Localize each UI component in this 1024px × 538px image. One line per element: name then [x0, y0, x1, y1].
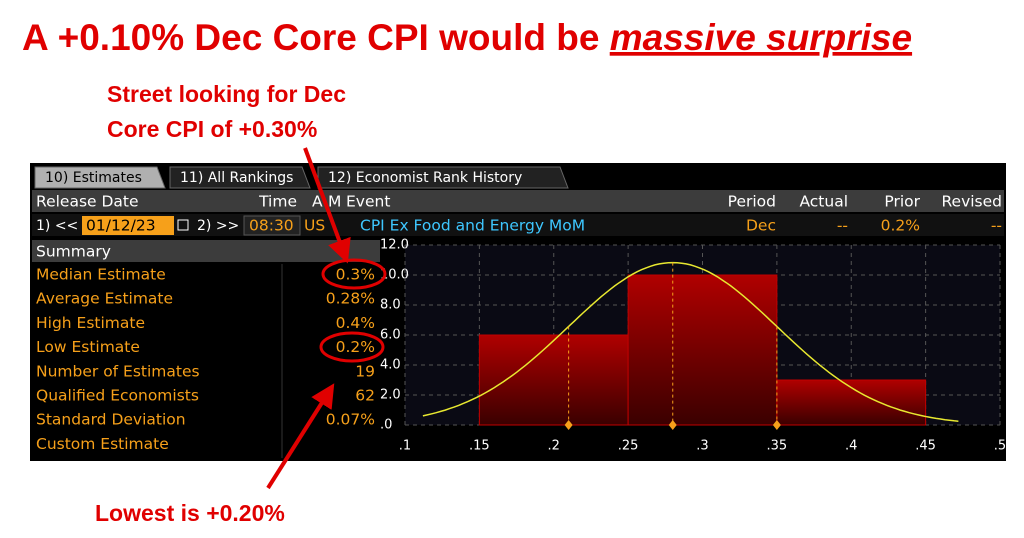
sigma-marker: [564, 420, 573, 430]
x-tick-label: .2: [548, 439, 560, 454]
actual: --: [837, 217, 848, 235]
summary-label: Standard Deviation: [36, 411, 186, 429]
headline-emphasis: massive surprise: [610, 17, 912, 58]
event: CPI Ex Food and Energy MoM: [360, 217, 585, 235]
annotation: Core CPI of +0.30%: [107, 116, 317, 142]
column-header: Release Date: [36, 193, 139, 211]
x-tick-label: .45: [915, 439, 936, 454]
arrow: [266, 383, 335, 490]
y-tick-label: 8.0: [380, 298, 401, 313]
summary-value: 0.3%: [336, 266, 375, 284]
summary-label: Qualified Economists: [36, 387, 199, 405]
summary-label: Average Estimate: [36, 290, 173, 308]
tab[interactable]: [169, 166, 311, 189]
tab-label[interactable]: 10) Estimates: [45, 170, 142, 186]
summary-label: Custom Estimate: [36, 435, 169, 453]
tab[interactable]: [34, 166, 166, 189]
summary-label: High Estimate: [36, 314, 145, 332]
sigma-marker: [772, 420, 781, 430]
period: Dec: [746, 217, 776, 235]
revised: --: [991, 217, 1002, 235]
column-header: A: [312, 193, 323, 211]
column-header: Prior: [884, 193, 920, 211]
column-header: Revised: [941, 193, 1002, 211]
highlight-circle: [321, 258, 387, 290]
headline: A +0.10% Dec Core CPI would be massive s…: [22, 17, 912, 58]
country: US: [304, 217, 325, 235]
highlight-circle: [319, 331, 385, 363]
prior: 0.2%: [881, 217, 920, 235]
x-tick-label: .4: [845, 439, 857, 454]
summary-value: 0.4%: [336, 314, 375, 332]
sigma-marker: [668, 420, 677, 430]
y-tick-label: 4.0: [380, 358, 401, 373]
x-tick-label: .15: [469, 439, 490, 454]
time-box: [243, 215, 301, 236]
summary-label: Number of Estimates: [36, 362, 200, 380]
summary-value: 19: [355, 362, 375, 380]
date-box[interactable]: [82, 216, 174, 235]
x-tick-label: .3: [696, 439, 708, 454]
annotation: Street looking for Dec: [107, 81, 346, 107]
x-tick-label: .1: [399, 439, 411, 454]
y-tick-label: 6.0: [380, 328, 401, 343]
column-header: Time: [258, 193, 297, 211]
normal-curve: [422, 261, 959, 422]
summary-title: Summary: [36, 243, 111, 261]
x-tick-label: .35: [767, 439, 788, 454]
summary-value: 0.07%: [326, 411, 375, 429]
date: 01/12/23: [86, 217, 156, 235]
header-bar: [32, 190, 1004, 212]
y-tick-label: 2.0: [380, 388, 401, 403]
x-tick-label: .25: [618, 439, 639, 454]
summary-header: [32, 240, 380, 262]
calendar-icon: [177, 219, 189, 231]
column-header: Period: [728, 193, 776, 211]
tab-label[interactable]: 12) Economist Rank History: [328, 170, 522, 186]
summary-label: Low Estimate: [36, 338, 140, 356]
arrow: [303, 147, 351, 264]
y-tick-label: 10.0: [380, 268, 409, 283]
y-tick-label: .0: [380, 418, 392, 433]
column-header: Actual: [799, 193, 848, 211]
column-header: M: [328, 193, 341, 211]
headline-lead: A +0.10% Dec Core CPI would be: [22, 17, 610, 58]
annotation: Lowest is +0.20%: [95, 500, 285, 526]
tab-label[interactable]: 11) All Rankings: [180, 170, 293, 186]
y-tick-label: 12.0: [380, 238, 409, 253]
nav-button[interactable]: 1) <<: [36, 218, 78, 234]
nav-button[interactable]: 2) >>: [197, 218, 239, 234]
summary-value: 0.2%: [336, 338, 375, 356]
summary-label: Median Estimate: [36, 266, 166, 284]
summary-value: 0.28%: [326, 290, 375, 308]
summary-value: 62: [355, 387, 375, 405]
histogram-bar: [627, 274, 778, 426]
time: 08:30: [249, 217, 294, 235]
histogram-bar: [478, 334, 629, 426]
x-tick-label: .5: [994, 439, 1006, 454]
tab[interactable]: [317, 166, 569, 189]
column-header: Event: [346, 193, 390, 211]
